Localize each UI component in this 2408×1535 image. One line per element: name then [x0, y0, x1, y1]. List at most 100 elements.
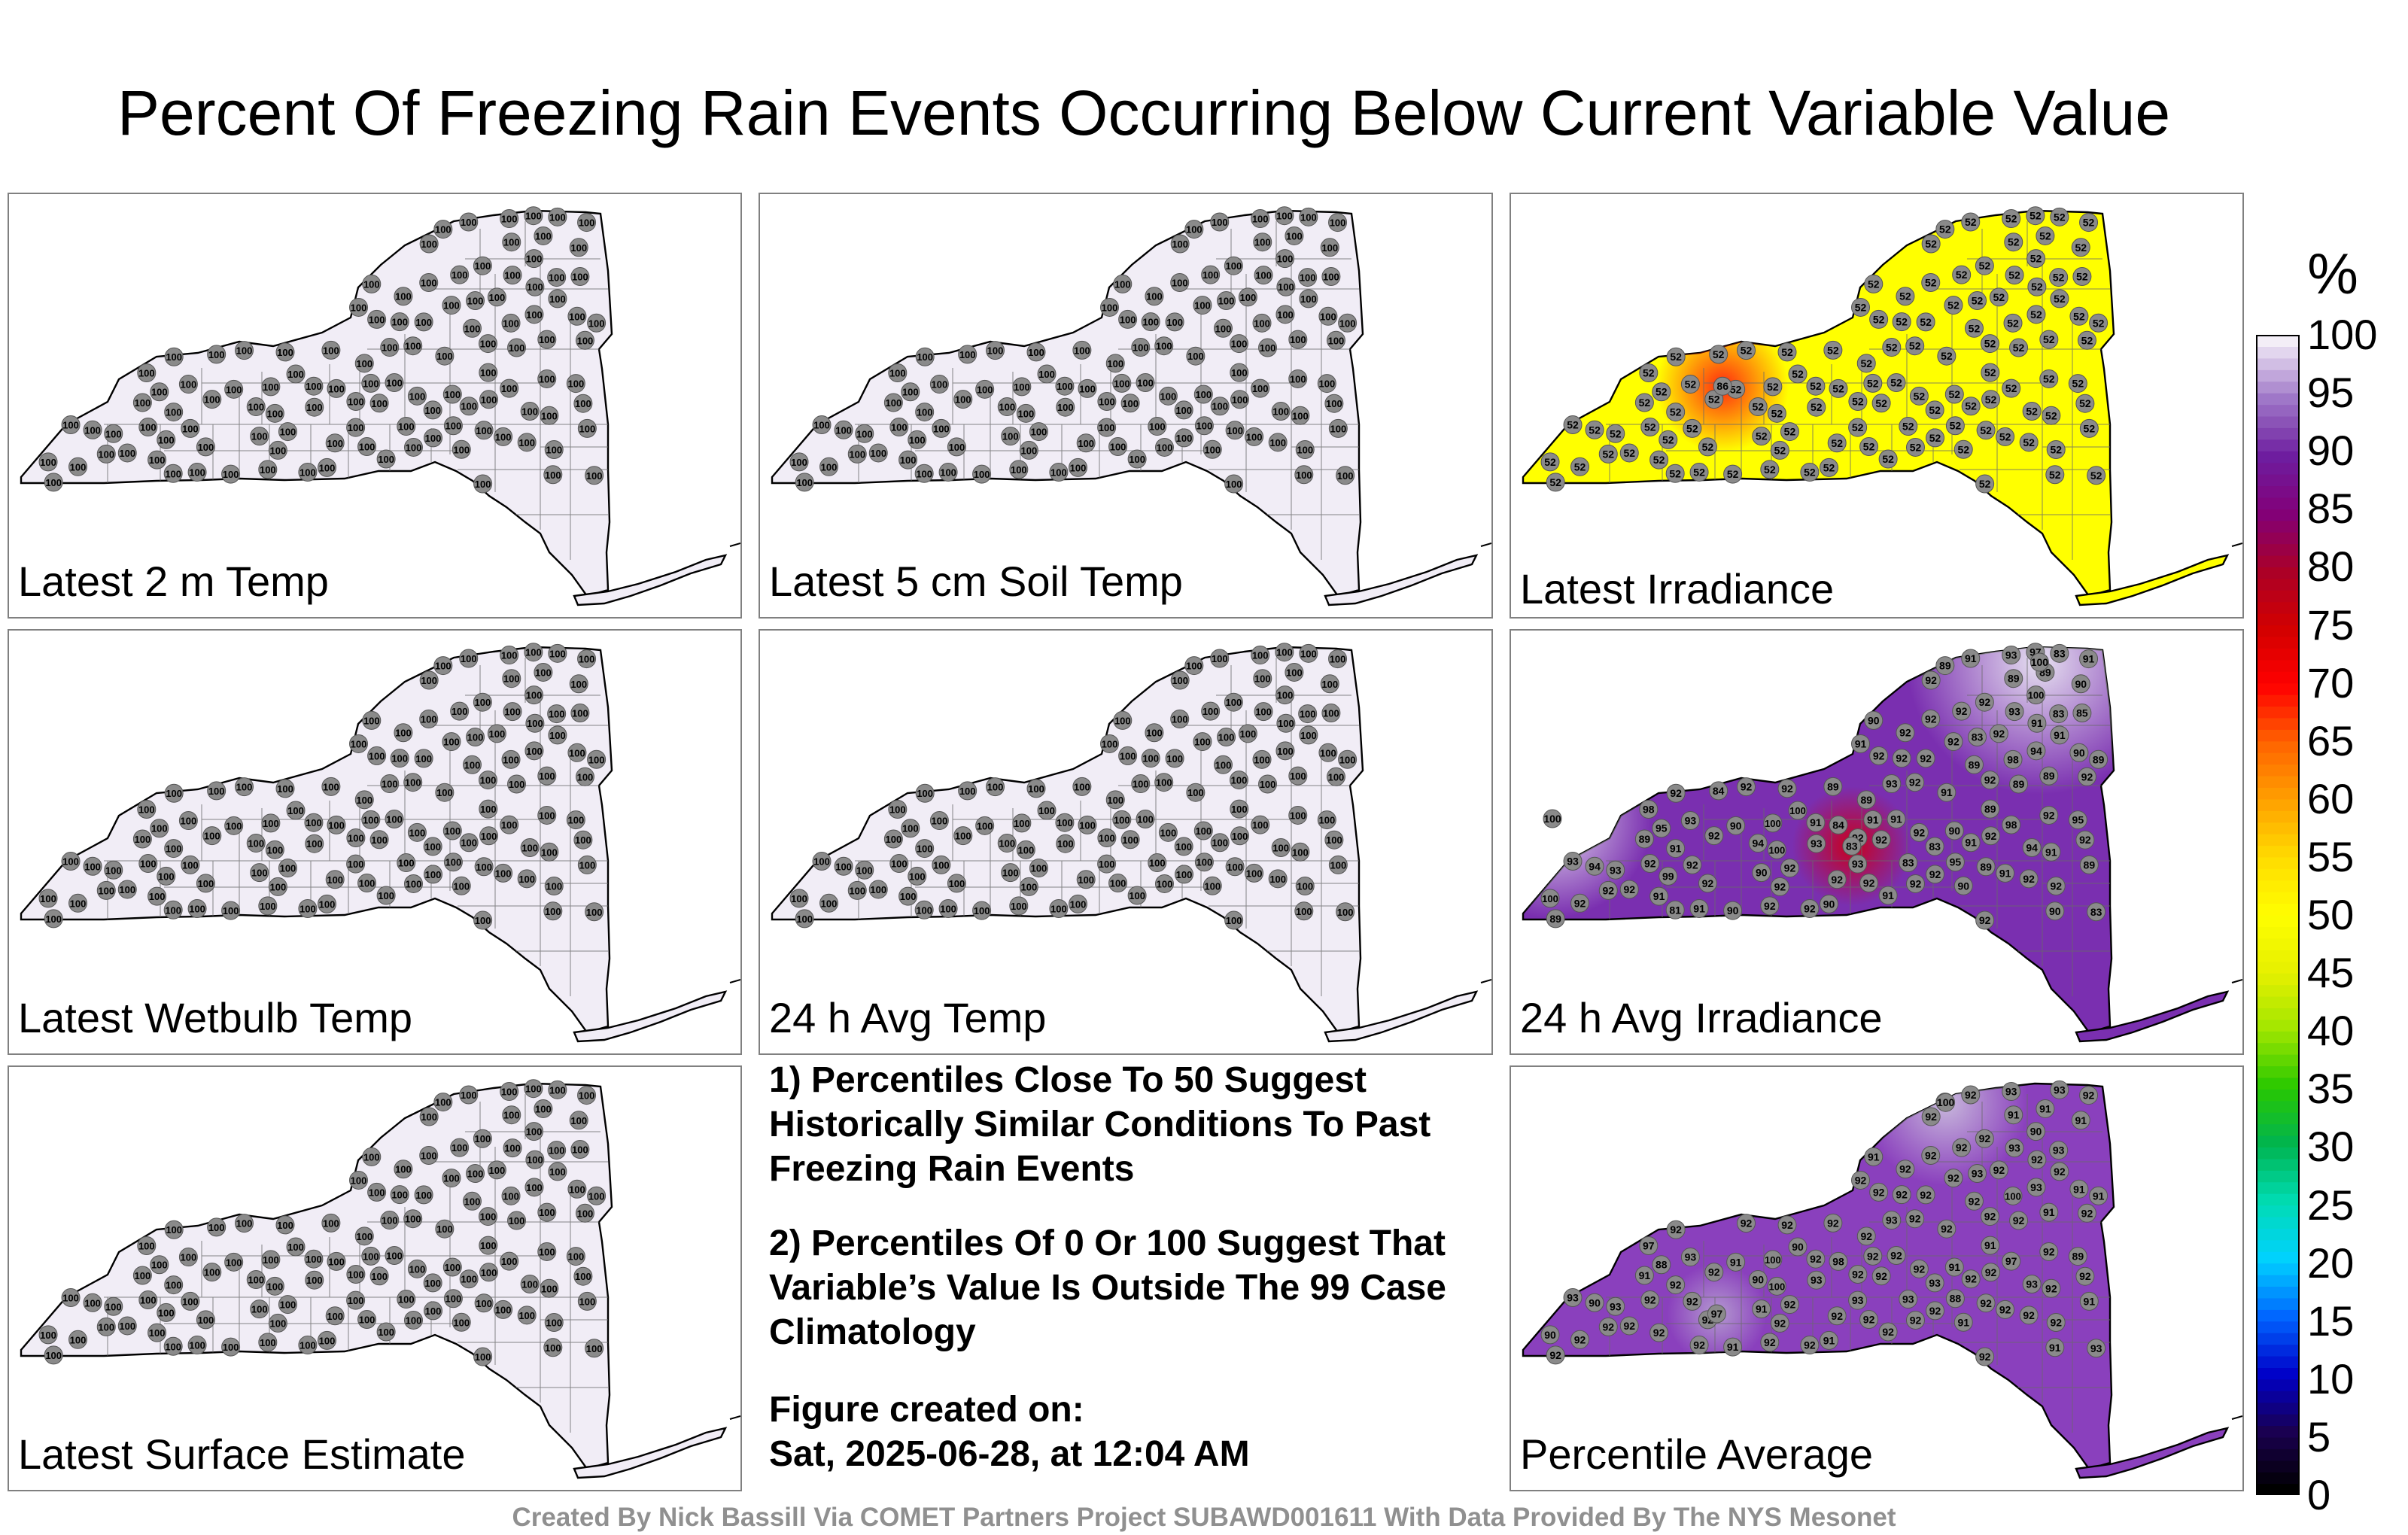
station-marker: 52	[2042, 406, 2061, 425]
station-marker: 100	[537, 805, 557, 825]
station-marker: 52	[2036, 226, 2055, 245]
station-marker: 52	[1953, 439, 1973, 459]
station-dot	[1225, 857, 1245, 877]
station-dot	[1878, 886, 1898, 905]
station-marker: 100	[419, 709, 439, 728]
station-value: 100	[1038, 805, 1055, 816]
colorbar-segment	[2256, 1367, 2300, 1380]
station-value: 100	[1099, 832, 1115, 843]
colorbar-segment	[2256, 636, 2300, 649]
station-value: 100	[1278, 281, 1294, 293]
station-dot	[1619, 443, 1639, 463]
station-value: 91	[1670, 843, 1682, 855]
station-value: 100	[579, 423, 595, 434]
station-marker: 52	[1896, 287, 1915, 306]
station-dot	[1925, 400, 1944, 420]
station-value: 100	[526, 1182, 543, 1193]
station-marker: 100	[1294, 901, 1314, 921]
station-marker: 100	[1324, 830, 1344, 850]
station-value: 100	[917, 843, 933, 855]
station-value: 100	[891, 859, 908, 870]
colorbar-segment	[2256, 926, 2300, 939]
station-marker: 100	[888, 799, 908, 819]
station-dot	[1961, 1085, 1981, 1105]
station-dot	[2045, 1338, 2065, 1357]
station-value: 52	[1979, 478, 1991, 490]
station-value: 100	[539, 373, 555, 385]
station-dot	[138, 418, 158, 437]
station-marker: 100	[150, 819, 169, 838]
station-dot	[305, 1270, 324, 1290]
station-marker: 100	[157, 1302, 176, 1322]
station-dot	[1294, 901, 1314, 921]
station-marker: 100	[1076, 433, 1096, 453]
station-value: 89	[1860, 794, 1872, 806]
station-marker: 100	[501, 313, 521, 333]
long-island-outline	[2075, 990, 2230, 1043]
station-marker: 100	[318, 457, 337, 477]
station-dot	[2075, 830, 2095, 850]
station-dot	[298, 899, 318, 919]
station-marker: 100	[1318, 743, 1338, 762]
station-value: 52	[1867, 377, 1879, 389]
station-marker: 93	[1807, 834, 1826, 853]
station-dot	[1049, 899, 1069, 919]
colorbar-segment	[2256, 335, 2300, 348]
station-value: 98	[2005, 819, 2017, 831]
station-marker: 100	[1078, 815, 1097, 834]
station-marker: 100	[466, 728, 485, 747]
panel-label: Latest Surface Estimate	[18, 1430, 466, 1478]
station-value: 91	[1756, 1303, 1768, 1315]
station-value: 100	[1102, 738, 1118, 749]
station-dot	[1078, 378, 1097, 398]
station-value: 92	[2043, 1245, 2055, 1257]
station-value: 89	[1639, 833, 1651, 845]
station-dot	[1328, 418, 1348, 438]
station-marker: 100	[68, 457, 88, 476]
station-marker: 100	[501, 1186, 521, 1205]
station-value: 100	[287, 1242, 304, 1253]
station-dot	[1864, 710, 1884, 730]
station-marker: 92	[1859, 874, 1879, 893]
station-dot	[1944, 1257, 1964, 1277]
station-value: 100	[1133, 342, 1149, 354]
station-dot	[1689, 899, 1709, 919]
station-value: 93	[2053, 1144, 2065, 1157]
station-value: 92	[1965, 1273, 1977, 1285]
station-value: 100	[1137, 377, 1154, 388]
station-dot	[327, 815, 346, 834]
station-dot	[1659, 430, 1678, 449]
station-value: 100	[425, 869, 442, 880]
station-value: 100	[208, 786, 225, 797]
station-value: 83	[1846, 840, 1858, 852]
station-marker: 100	[898, 450, 918, 470]
station-value: 93	[2026, 1278, 2038, 1290]
station-marker: 92	[1989, 724, 2008, 743]
station-value: 100	[226, 1257, 242, 1268]
station-value: 91	[2054, 729, 2066, 741]
station-value: 52	[1610, 427, 1622, 439]
station-marker: 100	[433, 220, 453, 239]
station-value: 92	[1909, 777, 1921, 789]
station-value: 93	[2054, 1084, 2066, 1096]
station-marker: 100	[1037, 364, 1057, 384]
station-dot	[1952, 1138, 1972, 1157]
station-value: 90	[1823, 898, 1835, 910]
station-marker: 100	[265, 840, 284, 859]
station-value: 100	[464, 1196, 481, 1207]
station-marker: 100	[361, 810, 381, 829]
station-value: 100	[1172, 277, 1188, 288]
station-dot	[1961, 1269, 1981, 1289]
station-marker: 92	[1926, 1301, 1945, 1321]
station-dot	[517, 433, 537, 452]
notes-block: 1) Percentiles Close To 50 Suggest Histo…	[769, 1058, 1476, 1494]
station-marker: 93	[1606, 1296, 1625, 1316]
station-marker: 92	[1598, 880, 1618, 900]
station-dot	[547, 704, 567, 724]
station-value: 100	[1021, 881, 1038, 892]
station-marker: 89	[2009, 774, 2029, 794]
station-value: 100	[586, 470, 603, 482]
station-value: 92	[1810, 1253, 1822, 1265]
station-dot	[855, 860, 874, 880]
station-marker: 95	[1652, 819, 1671, 838]
